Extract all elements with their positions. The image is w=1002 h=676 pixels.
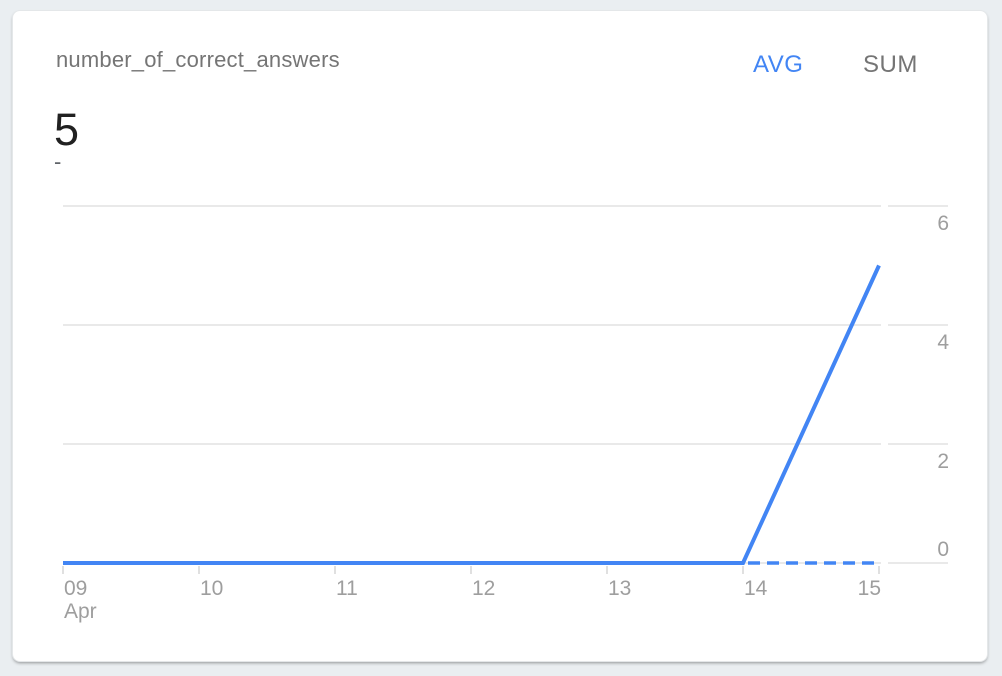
x-axis-month-label: Apr [64, 600, 97, 623]
y-axis-tick-label: 6 [937, 212, 949, 235]
x-axis-tick-label: 13 [608, 577, 631, 600]
x-axis-tick-label: 15 [858, 577, 881, 600]
y-axis-tick-label: 0 [937, 538, 949, 561]
x-axis-tick-label: 14 [744, 577, 768, 600]
metric-secondary-value: - [54, 149, 62, 174]
x-axis-tick-label: 12 [472, 577, 495, 600]
x-axis-tick-label: 09 [64, 577, 87, 600]
metric-title: number_of_correct_answers [56, 47, 340, 72]
sum-toggle-button[interactable]: SUM [863, 51, 918, 78]
y-axis-tick-label: 4 [937, 331, 949, 354]
series-line-solid [63, 264, 881, 565]
avg-toggle-button[interactable]: AVG [753, 51, 804, 78]
y-axis-tick-label: 2 [937, 450, 949, 473]
metric-big-value: 5 [54, 104, 80, 155]
x-axis-tick-label: 10 [200, 577, 223, 600]
metric-card: number_of_correct_answers AVG SUM 5 - 0 2… [12, 10, 988, 662]
x-axis-tick-label: 11 [336, 577, 358, 600]
